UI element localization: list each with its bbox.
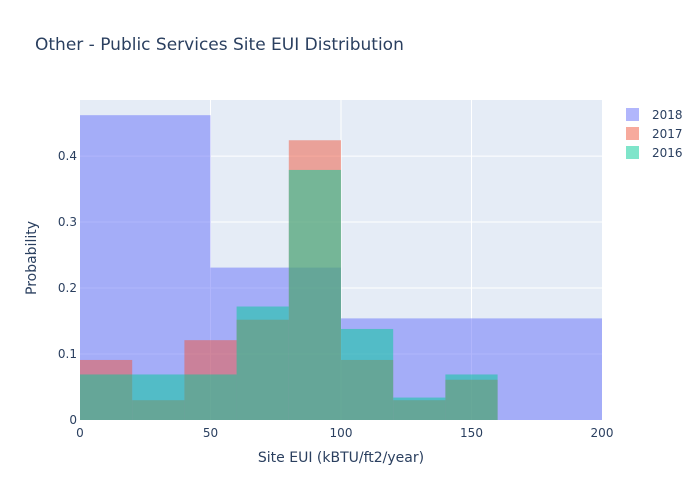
y-axis-title: Probability — [24, 221, 40, 295]
y-tick-label: 0.1 — [58, 347, 77, 361]
chart-title: Other - Public Services Site EUI Distrib… — [35, 35, 404, 55]
legend-item-2016[interactable]: 2016 — [626, 146, 683, 160]
legend-swatch — [626, 146, 639, 159]
bar-2016-100-120[interactable] — [341, 328, 394, 420]
bar-2016-20-40[interactable] — [132, 374, 185, 420]
legend-label: 2018 — [652, 108, 683, 122]
series-2016 — [80, 169, 498, 420]
bar-2016-60-80[interactable] — [236, 306, 289, 420]
x-axis-title: Site EUI (kBTU/ft2/year) — [258, 450, 424, 466]
bar-2016-0-20[interactable] — [80, 374, 133, 420]
x-tick-label: 100 — [330, 426, 353, 440]
legend-swatch — [626, 127, 639, 140]
y-tick-label: 0 — [69, 413, 77, 427]
x-tick-label: 50 — [203, 426, 218, 440]
bar-2016-80-100[interactable] — [288, 169, 341, 420]
x-tick-label: 0 — [76, 426, 84, 440]
y-tick-label: 0.4 — [58, 149, 77, 163]
legend[interactable]: 2018 2017 2016 — [626, 108, 683, 160]
x-axis-ticks: 0 50 100 150 200 — [76, 426, 613, 440]
x-tick-label: 150 — [460, 426, 483, 440]
bars — [80, 115, 602, 420]
bar-2016-140-160[interactable] — [445, 374, 498, 420]
bar-2016-120-140[interactable] — [393, 397, 446, 420]
y-axis-ticks: 0 0.1 0.2 0.3 0.4 — [58, 149, 77, 427]
legend-label: 2017 — [652, 127, 683, 141]
legend-item-2017[interactable]: 2017 — [626, 127, 683, 141]
bar-2016-40-60[interactable] — [184, 374, 237, 420]
legend-swatch — [626, 108, 639, 121]
y-tick-label: 0.2 — [58, 281, 77, 295]
legend-label: 2016 — [652, 146, 683, 160]
legend-item-2018[interactable]: 2018 — [626, 108, 683, 122]
x-tick-label: 200 — [591, 426, 614, 440]
y-tick-label: 0.3 — [58, 215, 77, 229]
